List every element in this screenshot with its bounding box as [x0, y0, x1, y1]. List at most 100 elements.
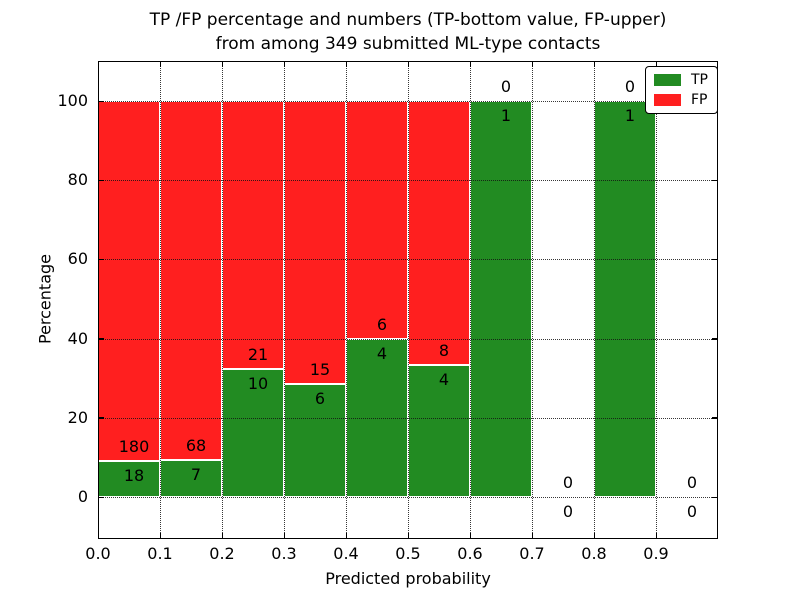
gridline-x	[346, 61, 347, 539]
tick-mark	[712, 258, 718, 261]
tick-mark	[712, 417, 718, 419]
y-tick-label: 60	[67, 249, 88, 269]
bar-value-label-tp: 1	[624, 106, 636, 125]
x-tick-label: 0.7	[519, 544, 545, 563]
bar-value-label-fp: 0	[624, 77, 636, 96]
tick-mark	[97, 61, 99, 67]
bar-segment-fp	[222, 101, 284, 370]
tick-mark	[159, 61, 161, 67]
gridline-x	[222, 61, 223, 539]
legend-swatch-tp	[654, 74, 681, 86]
bar-segment-tp	[594, 101, 656, 497]
gridline-x	[532, 61, 533, 539]
gridline-x	[470, 61, 471, 539]
x-axis-label: Predicted probability	[325, 569, 491, 588]
tick-mark	[469, 61, 471, 67]
legend: TP FP	[645, 66, 718, 114]
x-tick-label: 0.8	[581, 544, 607, 563]
tick-mark	[407, 61, 409, 67]
tick-mark	[531, 61, 533, 67]
tick-mark	[98, 417, 104, 419]
tick-mark	[345, 61, 347, 67]
chart-title: TP /FP percentage and numbers (TP-bottom…	[98, 8, 718, 56]
x-tick-label: 0.0	[85, 544, 111, 563]
bar-value-label-fp: 6	[376, 314, 388, 334]
bar-segment-tp	[284, 383, 346, 497]
bar-segment-fp	[346, 101, 408, 339]
bar-value-label-tp: 7	[190, 465, 202, 485]
tick-mark	[98, 100, 104, 102]
x-tick-label: 0.3	[271, 544, 297, 563]
bar-segment-fp	[160, 101, 222, 461]
chart-title-line1: TP /FP percentage and numbers (TP-bottom…	[149, 10, 667, 30]
tick-mark	[283, 61, 285, 67]
gridline-x	[594, 61, 595, 539]
gridline-x	[284, 61, 285, 539]
chart-title-line2: from among 349 submitted ML-type contact…	[215, 34, 601, 54]
bar-value-label-fp: 21	[247, 345, 269, 365]
gridline-x	[160, 61, 161, 539]
bar-value-label-fp: 0	[500, 77, 512, 96]
y-tick-label: 0	[77, 487, 88, 506]
tick-mark	[469, 533, 471, 539]
bar-value-label-fp: 15	[309, 359, 331, 379]
tick-mark	[655, 61, 657, 67]
bar-value-label-tp: 0	[686, 502, 698, 521]
bar-segment-fp	[98, 101, 160, 461]
bar-value-label-fp: 0	[686, 473, 698, 492]
plot-area: 180 18 68 7 21 10 15 6 6 4 8 4 0 1 0 0 0 1 0 0	[97, 61, 718, 539]
legend-label-fp: FP	[691, 92, 708, 108]
bar-segment-tp	[470, 101, 532, 497]
legend-label-tp: TP	[691, 72, 708, 88]
x-tick-label: 0.1	[147, 544, 173, 563]
tick-mark	[712, 179, 718, 182]
bar-value-label-fp: 8	[438, 341, 450, 360]
y-tick-label: 80	[67, 170, 88, 190]
legend-swatch-fp	[654, 94, 681, 106]
tick-mark	[98, 338, 104, 340]
x-tick-label: 0.4	[333, 544, 359, 563]
y-tick-label: 20	[67, 407, 88, 427]
x-tick-label: 0.5	[395, 544, 421, 563]
tick-mark	[221, 61, 223, 67]
bar-value-label-fp: 0	[562, 473, 574, 492]
bar-segment-fp	[284, 101, 346, 384]
bar-segment-tp	[222, 369, 284, 497]
bar-value-label-tp: 4	[376, 343, 388, 363]
tick-mark	[221, 533, 223, 539]
tick-mark	[593, 533, 595, 539]
tick-mark	[98, 179, 104, 182]
bar-segment-fp	[408, 101, 470, 365]
x-tick-label: 0.6	[457, 544, 483, 563]
bar-value-label-tp: 10	[247, 374, 269, 394]
y-tick-label: 40	[67, 328, 88, 348]
tick-mark	[98, 496, 104, 498]
x-tick-label: 0.2	[209, 544, 235, 563]
bar-segment-tp	[408, 365, 470, 497]
tick-mark	[655, 533, 657, 539]
gridline-x	[408, 61, 409, 539]
tick-mark	[712, 496, 718, 498]
bar-value-label-tp: 4	[438, 370, 450, 389]
bar-value-label-tp: 1	[500, 106, 512, 125]
tick-mark	[593, 61, 595, 67]
tick-mark	[97, 533, 99, 539]
gridline-x	[656, 61, 657, 539]
bar-value-label-tp: 18	[123, 466, 145, 485]
tick-mark	[531, 533, 533, 539]
legend-item-fp: FP	[654, 93, 708, 107]
bar-value-label-fp: 68	[185, 436, 207, 456]
tick-mark	[98, 258, 104, 261]
y-tick-label: 100	[57, 91, 88, 110]
bar-value-label-tp: 6	[314, 388, 326, 408]
bar-value-label-fp: 180	[118, 437, 150, 456]
tick-mark	[345, 533, 347, 539]
tick-mark	[407, 533, 409, 539]
tick-mark	[159, 533, 161, 539]
legend-item-tp: TP	[654, 73, 708, 87]
tick-mark	[283, 533, 285, 539]
bar-value-label-tp: 0	[562, 502, 574, 521]
x-tick-label: 0.9	[643, 544, 669, 563]
tick-mark	[712, 338, 718, 340]
